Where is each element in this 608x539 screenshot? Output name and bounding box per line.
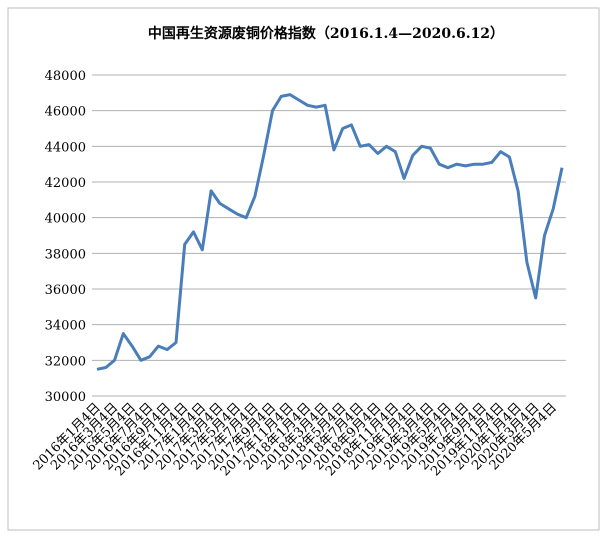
y-tick-label: 32000: [45, 354, 86, 369]
y-tick-label: 36000: [45, 283, 86, 298]
y-tick-label: 44000: [45, 140, 86, 155]
y-tick-label: 30000: [45, 390, 86, 405]
chart-title: 中国再生资源废铜价格指数（2016.1.4—2020.6.12）: [148, 25, 504, 42]
y-tick-label: 48000: [45, 69, 86, 84]
y-tick-label: 34000: [45, 319, 86, 334]
y-tick-label: 46000: [45, 105, 86, 120]
y-tick-label: 38000: [45, 247, 86, 262]
data-line: [96, 93, 564, 371]
chart-frame: [7, 7, 600, 531]
y-tick-label: 42000: [45, 176, 86, 191]
y-tick-label: 40000: [45, 212, 86, 227]
